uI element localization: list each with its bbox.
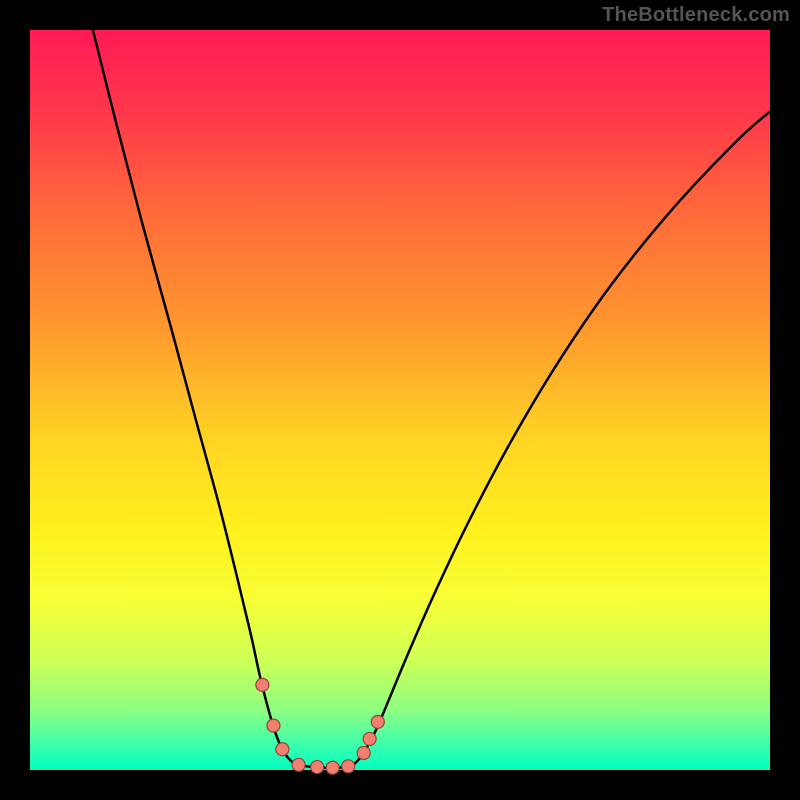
data-marker (363, 732, 376, 745)
data-marker (371, 715, 384, 728)
data-marker (311, 761, 324, 774)
plot-area (30, 30, 770, 770)
data-marker (267, 719, 280, 732)
data-marker (256, 678, 269, 691)
data-marker (357, 746, 370, 759)
chart-svg (30, 30, 770, 770)
watermark-text: TheBottleneck.com (602, 4, 790, 27)
chart-container: TheBottleneck.com (0, 0, 800, 800)
data-marker (326, 761, 339, 774)
data-marker (292, 758, 305, 771)
data-marker (276, 743, 289, 756)
gradient-background (30, 30, 770, 770)
data-marker (342, 760, 355, 773)
